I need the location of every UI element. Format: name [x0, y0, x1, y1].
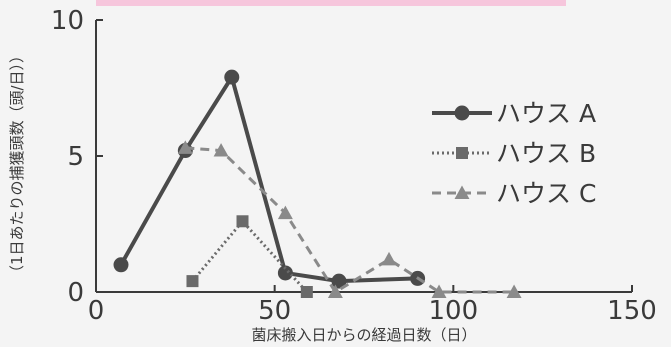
legend-marker — [454, 185, 470, 199]
legend: ハウス A ハウス B ハウス C — [432, 99, 596, 208]
data-point — [300, 286, 313, 298]
data-point — [277, 205, 293, 220]
top-highlight-bar — [96, 0, 566, 6]
series-group — [113, 69, 522, 298]
series-line — [191, 219, 308, 294]
data-point — [224, 69, 240, 85]
legend-label: ハウス C — [496, 179, 596, 208]
legend-marker — [456, 147, 468, 159]
x-tick-label: 150 — [607, 296, 657, 326]
legend-label: ハウス B — [496, 139, 596, 168]
data-point — [236, 215, 249, 228]
y-tick-label: 5 — [67, 142, 84, 172]
data-point — [177, 140, 193, 154]
legend-label: ハウス A — [496, 99, 596, 128]
series-line — [119, 75, 418, 284]
data-point — [186, 275, 199, 288]
y-tick-label: 10 — [51, 6, 84, 36]
data-point — [381, 251, 397, 266]
data-point — [113, 257, 129, 273]
data-point — [431, 284, 447, 298]
data-point — [213, 143, 229, 157]
x-tick-label: 0 — [88, 296, 105, 326]
data-point — [506, 284, 522, 298]
y-tick-label: 0 — [67, 278, 84, 308]
legend-marker — [454, 105, 470, 121]
data-point — [277, 265, 293, 281]
tick-group: 0 50 100 150 0 5 10 — [51, 6, 657, 326]
data-point — [327, 284, 343, 298]
x-tick-label: 50 — [258, 296, 291, 326]
y-axis-title: （1日あたりの捕獲頭数（頭/日）） — [8, 48, 26, 280]
x-tick-label: 100 — [429, 296, 479, 326]
series-line — [185, 146, 515, 294]
x-axis-title: 菌床搬入日からの経過日数（日） — [251, 326, 476, 344]
